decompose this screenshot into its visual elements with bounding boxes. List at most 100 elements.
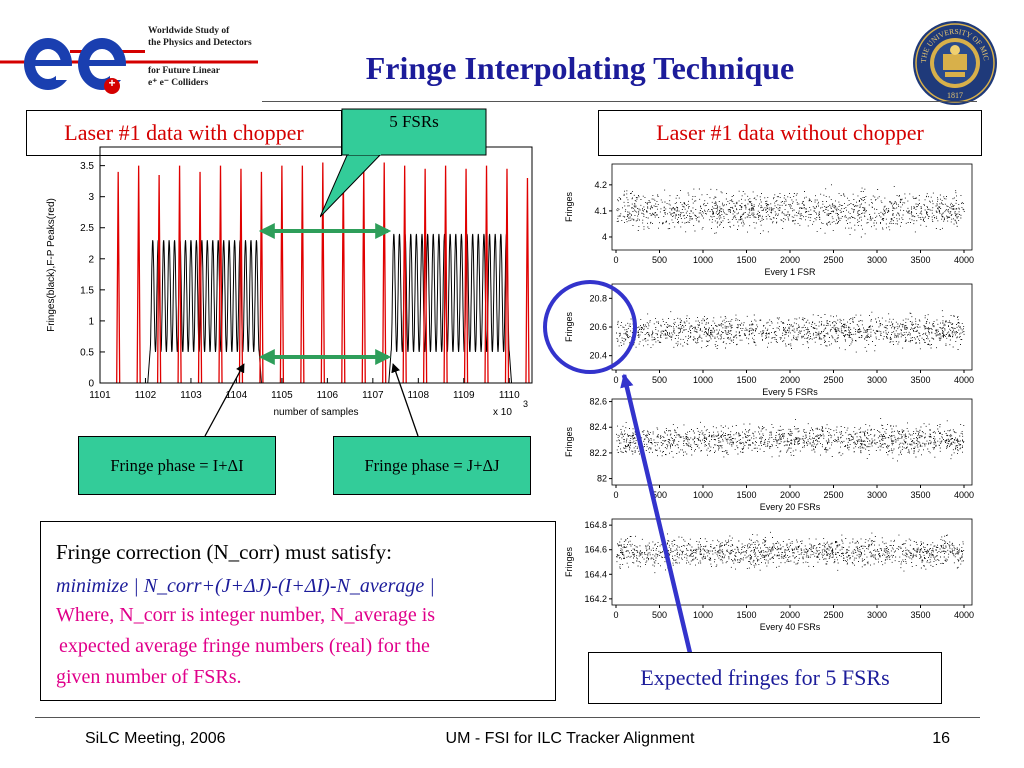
correction-line5: given number of FSRs. — [56, 666, 242, 688]
x-tick-label: 0 — [613, 490, 618, 500]
y-tick-label: 164.6 — [584, 545, 607, 555]
fp-peak-9 — [300, 165, 305, 384]
fp-peak-1 — [136, 165, 141, 384]
fsrs-callout: 5 FSRs — [389, 112, 439, 131]
x-tick-label: 3500 — [910, 490, 930, 500]
correction-formula: minimize | N_corr+(J+ΔJ)-(I+ΔI)-N_averag… — [56, 575, 435, 597]
chopper-chart: 0 0.5 1 1.5 2 2.5 3 3.5 1101 1102 1103 1104 1105 1106… — [46, 146, 533, 418]
x-tick-label: 1107 — [362, 390, 384, 401]
x-tick-label: 1110 — [499, 390, 520, 401]
fringe-trace-black — [100, 233, 532, 384]
expected-fringes-label: Expected fringes for 5 FSRs — [588, 652, 942, 704]
x-tick-label: 2500 — [823, 255, 843, 265]
scatter-every-40-fsrs: 164.2 164.4 164.6 164.8 0 500 1000 1500 2000 2500… — [564, 518, 974, 632]
x-tick-label: 500 — [652, 490, 667, 500]
scatter-points — [616, 417, 965, 462]
x-tick-label: 0 — [613, 375, 618, 385]
x-tick-label: 3500 — [910, 375, 930, 385]
correction-line1: Fringe correction (N_corr) must satisfy: — [56, 540, 392, 564]
y-tick-label: 0.5 — [80, 347, 94, 358]
expected-arrow — [620, 373, 693, 654]
x-tick-label: 1500 — [736, 610, 756, 620]
x-axis-label: Every 1 FSR — [764, 267, 816, 277]
y-tick-label: 2.5 — [80, 223, 94, 234]
x-multiplier: x 10 — [493, 407, 512, 418]
panel-frame — [611, 398, 973, 486]
y-tick-label: 82.6 — [589, 397, 607, 407]
y-tick-label: 4 — [602, 232, 607, 242]
y-tick-label: 2 — [88, 254, 94, 265]
y-tick-label: 164.2 — [584, 594, 607, 604]
y-tick-label: 4.2 — [594, 180, 607, 190]
fp-peak-5 — [218, 165, 223, 384]
correction-textbox: Fringe correction (N_corr) must satisfy:… — [40, 521, 556, 701]
fp-peak-8 — [279, 165, 285, 384]
scatter-points — [616, 184, 965, 238]
panel-frame — [611, 283, 973, 371]
y-tick-label: 82 — [597, 474, 607, 484]
y-tick-label: 20.6 — [589, 322, 607, 332]
x-tick-label: 2000 — [780, 375, 800, 385]
x-tick-label: 1108 — [408, 390, 430, 401]
x-tick-label: 1000 — [693, 375, 713, 385]
x-tick-label: 2500 — [823, 610, 843, 620]
x-axis-label: Every 20 FSRs — [760, 502, 821, 512]
x-tick-label: 4000 — [954, 610, 974, 620]
x-tick-label: 3500 — [910, 255, 930, 265]
x-tick-label: 1500 — [736, 490, 756, 500]
y-tick-label: 0 — [88, 379, 94, 390]
x-tick-label: 4000 — [954, 255, 974, 265]
y-tick-label: 1.5 — [80, 285, 94, 296]
x-tick-label: 1000 — [693, 610, 713, 620]
expected-highlight — [543, 280, 693, 654]
x-tick-label: 3000 — [867, 610, 887, 620]
page-title: Fringe Interpolating Technique — [365, 50, 795, 86]
without-chopper-label: Laser #1 data without chopper — [598, 110, 982, 156]
x-tick-label: 2000 — [780, 255, 800, 265]
y-axis-label: Fringes — [564, 546, 574, 577]
fp-peak-15 — [422, 168, 428, 384]
x-tick-label: 1103 — [180, 390, 202, 401]
logo-plus: + — [108, 76, 116, 90]
fp-peak-4 — [197, 171, 203, 384]
fp-peak-2 — [156, 174, 162, 384]
y-tick-label: 3.5 — [80, 161, 94, 172]
panel-frame — [611, 163, 973, 251]
with-chopper-label: Laser #1 data with chopper — [26, 110, 342, 156]
scatter-every-1-fsr: 4 4.1 4.2 0 500 1000 1500 2000 2500 3000 3500 4000 E… — [564, 163, 974, 277]
x-tick-label: 3000 — [867, 255, 887, 265]
x-tick-label: 1106 — [317, 390, 339, 401]
highlight-circle — [543, 280, 637, 374]
x-tick-label: 2500 — [823, 375, 843, 385]
fp-peak-0 — [116, 171, 121, 384]
fsrs-callout-pointer — [320, 108, 487, 218]
x-axis-label: Every 5 FSRs — [762, 387, 818, 397]
x-tick-label: 3000 — [867, 375, 887, 385]
y-tick-label: 4.1 — [594, 206, 607, 216]
fp-peak-16 — [443, 165, 448, 384]
y-tick-label: 82.2 — [589, 448, 607, 458]
footer-divider — [35, 717, 980, 718]
y-axis-label: Fringes — [564, 191, 574, 222]
scatter-points — [616, 310, 965, 353]
x-tick-label: 3000 — [867, 490, 887, 500]
logo-text-line1: Worldwide Study of — [148, 26, 230, 36]
x-tick-label: 2000 — [780, 610, 800, 620]
fp-peak-6 — [238, 168, 244, 384]
fp-peak-20 — [525, 178, 530, 384]
y-axis-label: Fringes — [564, 426, 574, 457]
x-tick-label: 1102 — [135, 390, 157, 401]
y-tick-label: 1 — [88, 316, 94, 327]
fp-peak-3 — [177, 165, 182, 384]
x-tick-label: 1101 — [89, 390, 111, 401]
x-tick-label: 4000 — [954, 375, 974, 385]
x-tick-label: 3500 — [910, 610, 930, 620]
x-tick-label: 1105 — [271, 390, 293, 401]
fp-peak-14 — [402, 165, 407, 384]
x-multiplier-exp: 3 — [523, 399, 528, 409]
x-tick-label: 2500 — [823, 490, 843, 500]
correction-line3: Where, N_corr is integer number, N_avera… — [56, 604, 436, 626]
x-tick-label: 1109 — [453, 390, 475, 401]
footer-meeting: SiLC Meeting, 2006 — [85, 730, 226, 747]
x-tick-label: 500 — [652, 255, 667, 265]
